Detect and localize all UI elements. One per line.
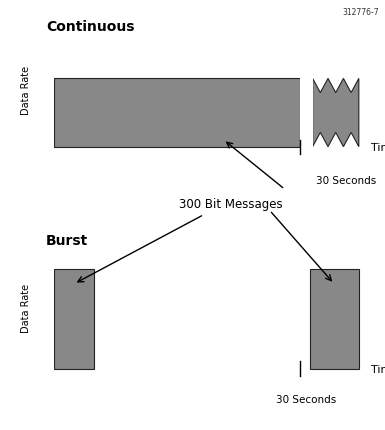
Bar [54,79,300,147]
Text: 312776-7: 312776-7 [343,8,379,17]
Bar [310,269,359,369]
Text: Burst: Burst [46,233,89,247]
Text: Time: Time [371,364,385,374]
Text: Data Rate: Data Rate [21,66,31,115]
Text: Time: Time [371,142,385,152]
Bar [300,72,313,154]
Text: Data Rate: Data Rate [21,283,31,332]
Text: Continuous: Continuous [46,21,135,34]
Polygon shape [313,79,359,147]
Bar [54,269,94,369]
Text: 30 Seconds: 30 Seconds [276,394,336,404]
Text: 300 Bit Messages: 300 Bit Messages [179,198,283,211]
Text: 30 Seconds: 30 Seconds [316,176,376,186]
